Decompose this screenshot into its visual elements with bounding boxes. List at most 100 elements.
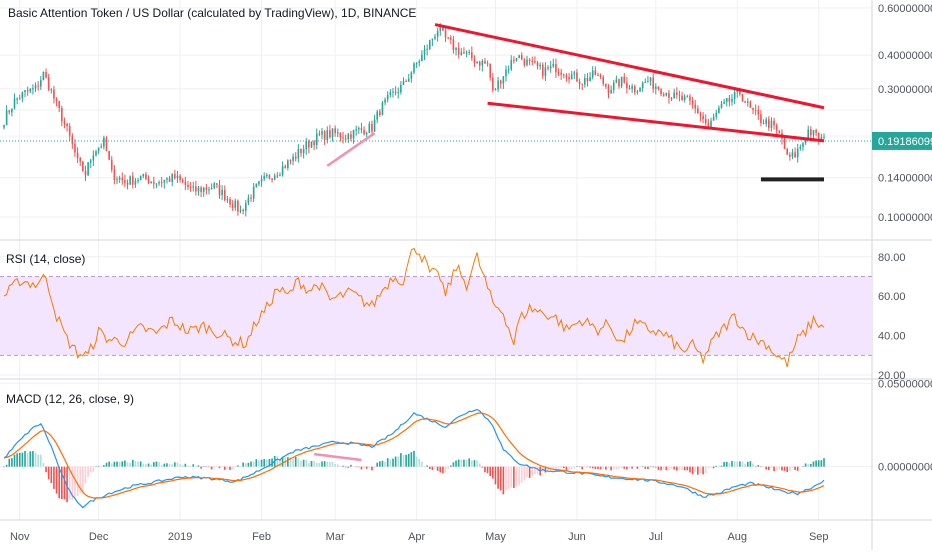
macd-bar xyxy=(331,461,334,467)
candle-body xyxy=(61,108,63,122)
candle-body xyxy=(628,88,631,90)
candle-body xyxy=(8,110,11,113)
candle-body xyxy=(686,96,689,98)
macd-bar xyxy=(247,462,250,467)
macd-bar xyxy=(321,461,323,467)
candle-body xyxy=(471,52,473,59)
candle-body xyxy=(53,89,55,99)
macd-bar xyxy=(812,461,815,467)
macd-bar xyxy=(631,466,633,469)
candle-body xyxy=(534,61,536,63)
macd-bar xyxy=(442,466,444,474)
macd-bar xyxy=(786,466,789,472)
macd-bar xyxy=(489,466,492,477)
macd-bar xyxy=(363,466,365,469)
macd-bar xyxy=(694,466,697,472)
candle-body xyxy=(436,31,439,37)
candle-body xyxy=(192,186,195,188)
candle-body xyxy=(329,130,331,138)
macd-bar xyxy=(581,466,584,470)
macd-bar xyxy=(486,466,489,474)
rsi-tick-label: 20.00 xyxy=(878,370,906,382)
macd-bar xyxy=(339,466,342,467)
candle-body xyxy=(381,102,384,116)
macd-bar xyxy=(676,466,678,471)
candle-body xyxy=(415,62,418,64)
candle-body xyxy=(536,62,539,67)
candle-body xyxy=(810,129,812,136)
macd-bar xyxy=(578,466,581,468)
candle-body xyxy=(539,64,541,67)
macd-bar xyxy=(707,466,710,469)
macd-bar xyxy=(641,466,644,467)
candle-body xyxy=(363,129,365,135)
candle-body xyxy=(652,77,654,89)
candle-body xyxy=(110,159,113,170)
macd-bar xyxy=(92,466,95,472)
candle-body xyxy=(71,135,74,144)
candle-body xyxy=(518,55,520,58)
candle-body xyxy=(397,92,400,94)
candle-body xyxy=(444,30,447,38)
candle-body xyxy=(294,156,297,159)
candle-body xyxy=(66,123,68,127)
time-tick-label: Dec xyxy=(89,531,109,543)
candle-body xyxy=(250,197,252,199)
candle-body xyxy=(639,88,641,92)
macd-bar xyxy=(534,466,536,475)
macd-bar xyxy=(34,452,37,467)
macd-bar xyxy=(300,461,302,467)
candle-body xyxy=(662,94,665,96)
macd-bar xyxy=(618,466,620,469)
macd-bar xyxy=(279,459,281,467)
macd-bar xyxy=(384,461,386,467)
candle-body xyxy=(421,54,423,62)
candle-body xyxy=(584,77,586,85)
candle-body xyxy=(681,95,683,101)
macd-bar xyxy=(145,464,147,467)
macd-bar xyxy=(605,466,607,470)
candle-body xyxy=(79,157,82,162)
macd-bar xyxy=(413,450,415,467)
candle-body xyxy=(100,146,103,148)
macd-bar xyxy=(11,458,13,467)
macd-bar xyxy=(268,459,271,467)
macd-bar xyxy=(242,462,244,467)
candle-body xyxy=(549,66,552,69)
macd-bar xyxy=(644,466,647,469)
candle-body xyxy=(150,181,152,184)
macd-bar xyxy=(573,466,576,469)
macd-bar xyxy=(13,454,16,467)
macd-bar xyxy=(689,466,691,473)
candle-body xyxy=(455,47,457,50)
macd-bar xyxy=(668,466,670,470)
macd-bar xyxy=(29,451,32,467)
macd-bar xyxy=(444,466,447,473)
candle-body xyxy=(392,91,394,93)
macd-bar xyxy=(389,459,392,467)
macd-bar xyxy=(449,465,452,467)
candle-body xyxy=(631,86,633,89)
candle-body xyxy=(184,181,187,185)
macd-bar xyxy=(334,463,336,467)
macd-bar xyxy=(47,466,50,480)
candle-body xyxy=(707,123,710,127)
candle-body xyxy=(315,133,318,145)
candle-body xyxy=(463,52,465,54)
macd-bar xyxy=(131,459,134,467)
macd-tick-label: 0.00000000 xyxy=(878,462,932,474)
macd-bar xyxy=(108,461,110,467)
candle-body xyxy=(783,138,786,149)
candle-body xyxy=(570,74,573,80)
candle-body xyxy=(389,92,392,95)
candle-body xyxy=(515,57,518,61)
candle-body xyxy=(683,96,686,101)
macd-bar xyxy=(691,466,694,475)
macd-bar xyxy=(139,461,142,467)
candle-body xyxy=(660,89,662,95)
candle-body xyxy=(413,63,415,73)
macd-bar xyxy=(547,466,549,472)
macd-bar xyxy=(783,466,786,471)
macd-bar xyxy=(492,466,494,479)
